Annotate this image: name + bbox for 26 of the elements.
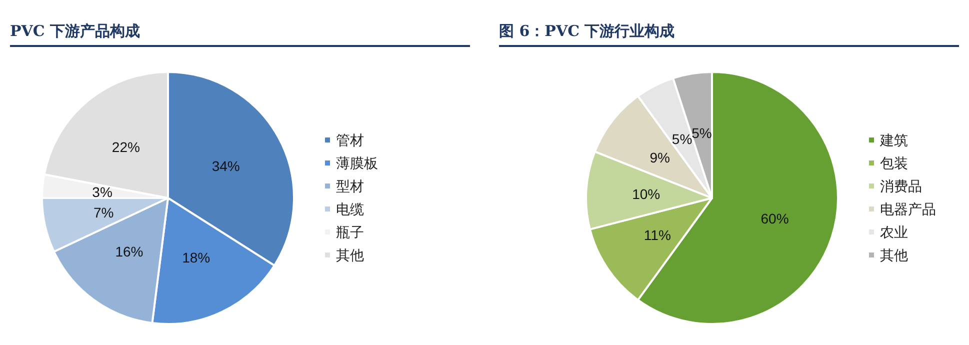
- chart-title: 图 6：PVC 下游行业构成: [499, 22, 959, 47]
- legend-label: 其他: [880, 247, 908, 263]
- legend-label: 电器产品: [880, 201, 936, 217]
- legend-label: 农业: [880, 224, 908, 240]
- legend-label: 消费品: [880, 178, 922, 194]
- chart-title: PVC 下游产品构成: [10, 22, 470, 47]
- legend-label: 包装: [880, 155, 908, 171]
- legend-label: 其他: [336, 247, 364, 263]
- data-label: 60%: [760, 210, 789, 226]
- legend-label: 型材: [336, 178, 364, 194]
- data-label: 22%: [112, 139, 140, 156]
- data-label: 34%: [212, 158, 240, 174]
- legend-label: 薄膜板: [336, 155, 378, 171]
- data-label: 10%: [632, 186, 660, 202]
- legend-label: 瓶子: [336, 224, 364, 240]
- data-label: 11%: [644, 227, 671, 244]
- data-label: 9%: [650, 150, 670, 166]
- data-label: 18%: [182, 250, 210, 266]
- data-label: 5%: [692, 124, 712, 141]
- data-label: 16%: [115, 243, 144, 260]
- legend-label: 电缆: [336, 201, 364, 217]
- data-label: 3%: [92, 184, 112, 200]
- legend-label: 建筑: [879, 132, 908, 148]
- data-label: 7%: [93, 204, 114, 220]
- data-label: 5%: [672, 131, 692, 148]
- legend-label: 管材: [336, 132, 364, 148]
